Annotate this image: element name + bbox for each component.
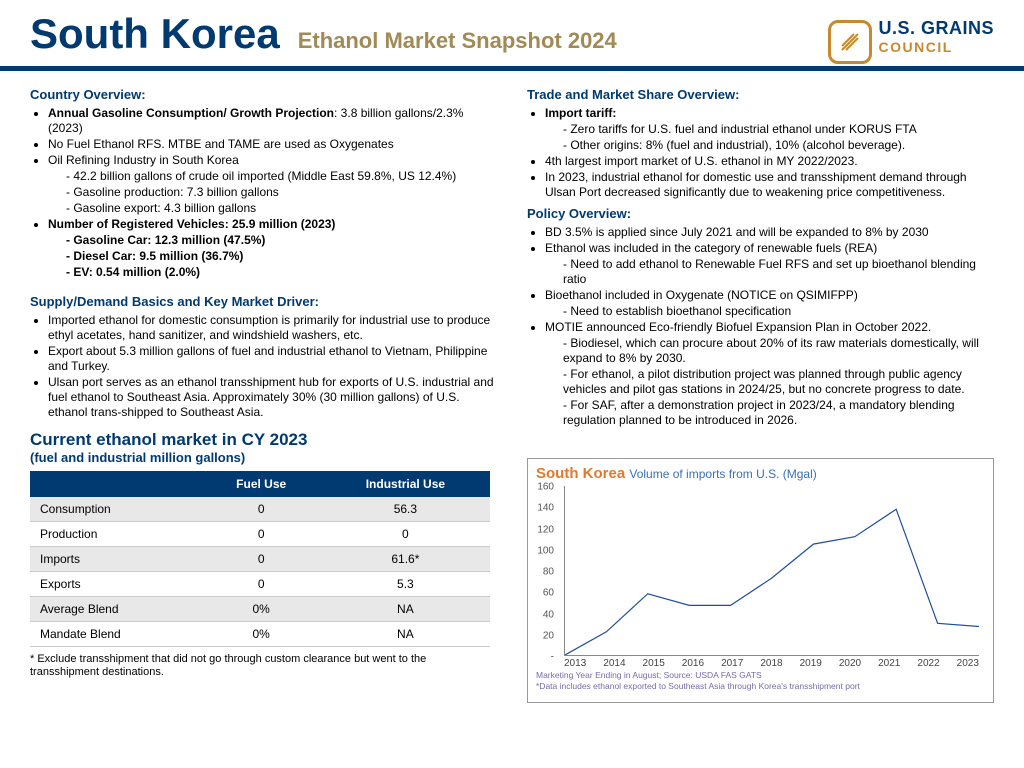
table-cell: NA <box>321 597 490 622</box>
table-cell: 0% <box>202 597 321 622</box>
left-column: Country Overview: Annual Gasoline Consum… <box>30 81 497 703</box>
country-overview-list: Annual Gasoline Consumption/ Growth Proj… <box>30 106 497 280</box>
list-subitem: Other origins: 8% (fuel and industrial),… <box>563 138 994 153</box>
country-overview-heading: Country Overview: <box>30 87 497 102</box>
list-subitem: Need to add ethanol to Renewable Fuel RF… <box>563 257 994 287</box>
org-name-2: COUNCIL <box>878 39 994 55</box>
list-item: Bioethanol included in Oxygenate (NOTICE… <box>545 288 994 319</box>
list-item: Export about 5.3 million gallons of fuel… <box>48 344 497 374</box>
table-row: Production00 <box>30 522 490 547</box>
list-item: 4th largest import market of U.S. ethano… <box>545 154 994 169</box>
table-cell: 0 <box>202 522 321 547</box>
table-cell: 0 <box>321 522 490 547</box>
table-title: Current ethanol market in CY 2023 <box>30 430 497 450</box>
supply-demand-list: Imported ethanol for domestic consumptio… <box>30 313 497 420</box>
list-subitem: 42.2 billion gallons of crude oil import… <box>66 169 497 184</box>
chart-footnote-1: Marketing Year Ending in August; Source:… <box>536 671 985 680</box>
list-subitem: Gasoline production: 7.3 billion gallons <box>66 185 497 200</box>
header-divider <box>0 66 1024 71</box>
chart-x-labels: 2013201420152016201720182019202020212022… <box>564 658 979 669</box>
table-subtitle: (fuel and industrial million gallons) <box>30 450 497 465</box>
table-cell: 5.3 <box>321 572 490 597</box>
table-cell: Mandate Blend <box>30 622 202 647</box>
table-cell: 0 <box>202 572 321 597</box>
list-subitem: Biodiesel, which can procure about 20% o… <box>563 336 994 366</box>
table-row: Imports061.6* <box>30 547 490 572</box>
chart-title-metric: Volume of imports from U.S. (Mgal) <box>629 467 816 481</box>
list-item: No Fuel Ethanol RFS. MTBE and TAME are u… <box>48 137 497 152</box>
list-item: Imported ethanol for domestic consumptio… <box>48 313 497 343</box>
chart-footnote-2: *Data includes ethanol exported to South… <box>536 682 985 691</box>
list-item: Oil Refining Industry in South Korea42.2… <box>48 153 497 216</box>
table-cell: Average Blend <box>30 597 202 622</box>
page-title: South Korea <box>30 10 280 58</box>
chart-line <box>565 486 979 655</box>
ethanol-market-table: Fuel UseIndustrial UseConsumption056.3Pr… <box>30 471 490 647</box>
table-row: Consumption056.3 <box>30 497 490 522</box>
table-row: Mandate Blend0%NA <box>30 622 490 647</box>
table-footnote: * Exclude transshipment that did not go … <box>30 653 470 679</box>
list-item: MOTIE announced Eco-friendly Biofuel Exp… <box>545 320 994 428</box>
table-cell: 0% <box>202 622 321 647</box>
table-cell: 0 <box>202 547 321 572</box>
table-header <box>30 471 202 497</box>
table-row: Exports05.3 <box>30 572 490 597</box>
trade-heading: Trade and Market Share Overview: <box>527 87 994 102</box>
header: South Korea Ethanol Market Snapshot 2024… <box>0 0 1024 64</box>
trade-list: Import tariff:Zero tariffs for U.S. fuel… <box>527 106 994 200</box>
list-subitem: For SAF, after a demonstration project i… <box>563 398 994 428</box>
table-cell: NA <box>321 622 490 647</box>
org-logo: U.S. GRAINS COUNCIL <box>828 14 994 58</box>
policy-heading: Policy Overview: <box>527 206 994 221</box>
list-item: Number of Registered Vehicles: 25.9 mill… <box>48 217 497 280</box>
list-subitem: Gasoline export: 4.3 billion gallons <box>66 201 497 216</box>
supply-demand-heading: Supply/Demand Basics and Key Market Driv… <box>30 294 497 309</box>
list-subitem: Diesel Car: 9.5 million (36.7%) <box>66 249 497 264</box>
list-item: Ethanol was included in the category of … <box>545 241 994 287</box>
chart-y-labels: -20406080100120140160 <box>530 487 556 657</box>
page-subtitle: Ethanol Market Snapshot 2024 <box>298 28 617 54</box>
table-cell: Production <box>30 522 202 547</box>
list-item: In 2023, industrial ethanol for domestic… <box>545 170 994 200</box>
table-row: Average Blend0%NA <box>30 597 490 622</box>
table-cell: 61.6* <box>321 547 490 572</box>
table-header: Industrial Use <box>321 471 490 497</box>
list-subitem: Gasoline Car: 12.3 million (47.5%) <box>66 233 497 248</box>
list-item: Ulsan port serves as an ethanol transshi… <box>48 375 497 420</box>
chart-title-country: South Korea <box>536 465 625 482</box>
org-name-1: U.S. GRAINS <box>878 18 994 39</box>
chart-plot-area <box>564 486 979 656</box>
table-header: Fuel Use <box>202 471 321 497</box>
grains-icon <box>828 20 872 64</box>
list-subitem: For ethanol, a pilot distribution projec… <box>563 367 994 397</box>
list-subitem: Zero tariffs for U.S. fuel and industria… <box>563 122 994 137</box>
list-subitem: EV: 0.54 million (2.0%) <box>66 265 497 280</box>
right-column: Trade and Market Share Overview: Import … <box>527 81 994 703</box>
imports-chart: South Korea Volume of imports from U.S. … <box>527 458 994 703</box>
table-cell: Imports <box>30 547 202 572</box>
list-subitem: Need to establish bioethanol specificati… <box>563 304 994 319</box>
table-cell: Exports <box>30 572 202 597</box>
list-item: BD 3.5% is applied since July 2021 and w… <box>545 225 994 240</box>
list-item: Import tariff:Zero tariffs for U.S. fuel… <box>545 106 994 153</box>
table-cell: Consumption <box>30 497 202 522</box>
policy-list: BD 3.5% is applied since July 2021 and w… <box>527 225 994 428</box>
table-cell: 0 <box>202 497 321 522</box>
table-cell: 56.3 <box>321 497 490 522</box>
list-item: Annual Gasoline Consumption/ Growth Proj… <box>48 106 497 136</box>
